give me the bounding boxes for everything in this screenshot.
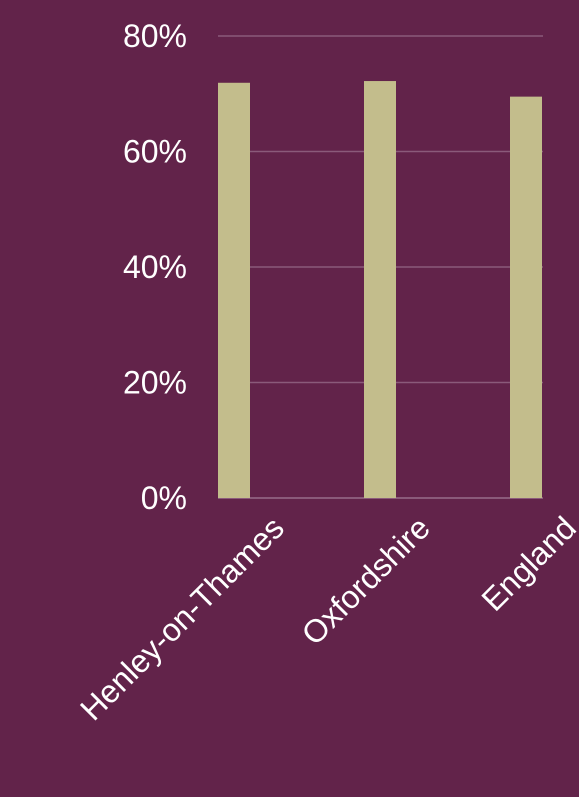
x-category-label: England — [474, 509, 579, 617]
y-tick-label: 0% — [141, 480, 187, 516]
bars — [218, 81, 542, 499]
y-tick-label: 40% — [123, 249, 187, 285]
y-axis-tick-labels: 0% 20% 40% 60% 80% — [123, 18, 187, 516]
y-tick-label: 80% — [123, 18, 187, 54]
bar-oxfordshire — [364, 81, 396, 499]
y-tick-label: 20% — [123, 365, 187, 401]
y-tick-label: 60% — [123, 134, 187, 170]
x-category-label: Oxfordshire — [295, 509, 437, 651]
x-category-label: Henley-on-Thames — [73, 509, 291, 727]
bar-england — [510, 96, 542, 498]
bar-henley-on-thames — [218, 82, 250, 498]
x-axis-category-labels: Henley-on-Thames Oxfordshire England — [73, 509, 579, 727]
